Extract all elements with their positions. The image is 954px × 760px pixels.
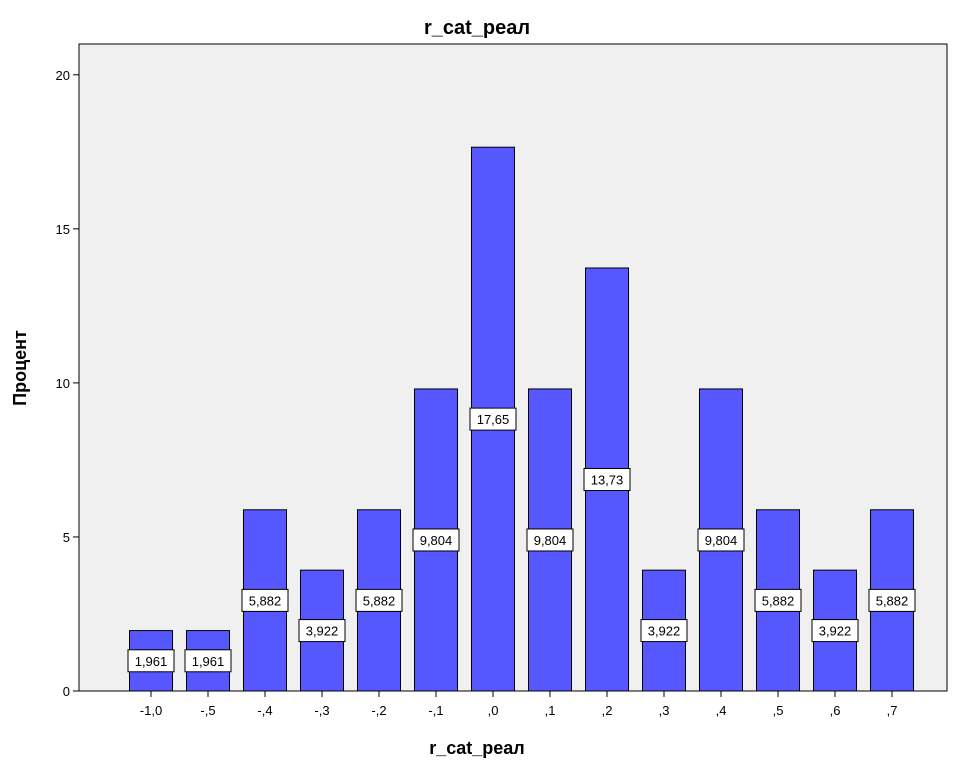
data-label-box — [184, 649, 232, 673]
y-tick-label: 15 — [56, 222, 70, 237]
y-tick-label: 10 — [56, 376, 70, 391]
data-label: 13,73 — [591, 472, 624, 487]
data-label-box — [355, 588, 403, 612]
x-tick-label: -,5 — [200, 703, 215, 718]
data-label: 3,922 — [819, 624, 852, 639]
data-label: 9,804 — [420, 533, 453, 548]
data-label-box — [583, 467, 631, 491]
data-label: 9,804 — [705, 533, 738, 548]
data-label-box — [754, 588, 802, 612]
data-label: 3,922 — [648, 624, 681, 639]
data-label-box — [469, 407, 517, 431]
data-label: 5,882 — [249, 593, 282, 608]
data-label-box — [697, 528, 745, 552]
data-label-box — [868, 588, 916, 612]
y-tick-label: 5 — [63, 530, 70, 545]
x-tick-label: ,0 — [488, 703, 499, 718]
x-tick-label: ,2 — [602, 703, 613, 718]
chart-title: r_cat_реал — [424, 17, 530, 39]
x-tick-label: ,4 — [716, 703, 727, 718]
data-label: 5,882 — [762, 593, 795, 608]
data-label-box — [811, 619, 859, 643]
x-tick-label: -,4 — [257, 703, 272, 718]
x-tick-label: -,3 — [314, 703, 329, 718]
x-tick-label: -,2 — [371, 703, 386, 718]
data-label-box — [127, 649, 175, 673]
plot-area: 0 5 10 15 20 -1,0 1,961 -,5 1,961 -,4 5,882 -,3 3,92… — [56, 43, 948, 718]
data-label: 5,882 — [363, 593, 396, 608]
x-tick-label: ,3 — [659, 703, 670, 718]
x-tick-label: ,5 — [773, 703, 784, 718]
data-label: 1,961 — [192, 654, 225, 669]
x-axis-title: r_cat_реал — [429, 738, 525, 758]
y-axis-title: Процент — [10, 330, 30, 406]
y-tick-label: 20 — [56, 68, 70, 83]
data-label-box — [526, 528, 574, 552]
data-label-box — [640, 619, 688, 643]
data-label-box — [298, 619, 346, 643]
x-tick-label: -,1 — [428, 703, 443, 718]
data-label: 17,65 — [477, 412, 510, 427]
x-tick-label: ,7 — [887, 703, 898, 718]
data-label: 5,882 — [876, 593, 909, 608]
data-label-box — [241, 588, 289, 612]
data-label: 3,922 — [306, 624, 339, 639]
x-tick-label: -1,0 — [140, 703, 162, 718]
y-tick-label: 0 — [63, 684, 70, 699]
x-tick-label: ,6 — [830, 703, 841, 718]
data-label: 9,804 — [534, 533, 567, 548]
data-label-box — [412, 528, 460, 552]
data-label: 1,961 — [135, 654, 168, 669]
x-tick-label: ,1 — [545, 703, 556, 718]
